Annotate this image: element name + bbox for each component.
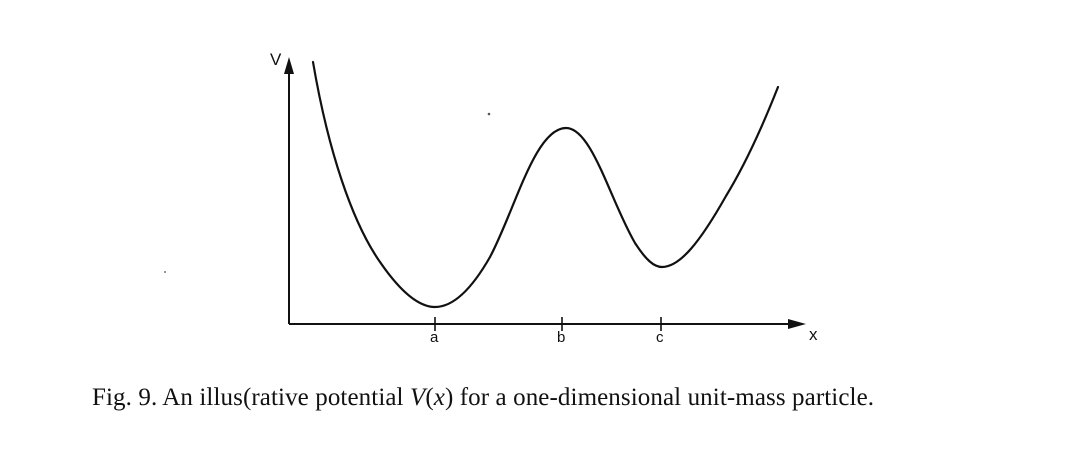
potential-curve xyxy=(311,60,780,309)
x-axis-label: x xyxy=(809,325,818,344)
caption-paren-close: ) xyxy=(444,384,454,411)
tick-label-a: a xyxy=(430,329,439,346)
caption-variable: x xyxy=(433,384,445,411)
scan-speck xyxy=(487,112,491,116)
tick-label-c: c xyxy=(656,329,664,346)
y-axis-arrowhead xyxy=(284,57,294,74)
caption-paren-open: ( xyxy=(425,384,434,411)
figure-caption: Fig. 9. An illus(rative potential V(x) f… xyxy=(92,384,1052,412)
scan-speck xyxy=(164,271,166,273)
caption-prefix: Fig. 9. An illus(rative potential xyxy=(92,384,410,411)
x-axis-arrowhead xyxy=(788,319,806,329)
tick-label-b: b xyxy=(557,329,565,346)
y-axis-label: V xyxy=(270,50,282,69)
caption-suffix: for a one-dimensional unit-mass particle… xyxy=(453,384,875,411)
caption-symbol: V xyxy=(409,384,426,411)
